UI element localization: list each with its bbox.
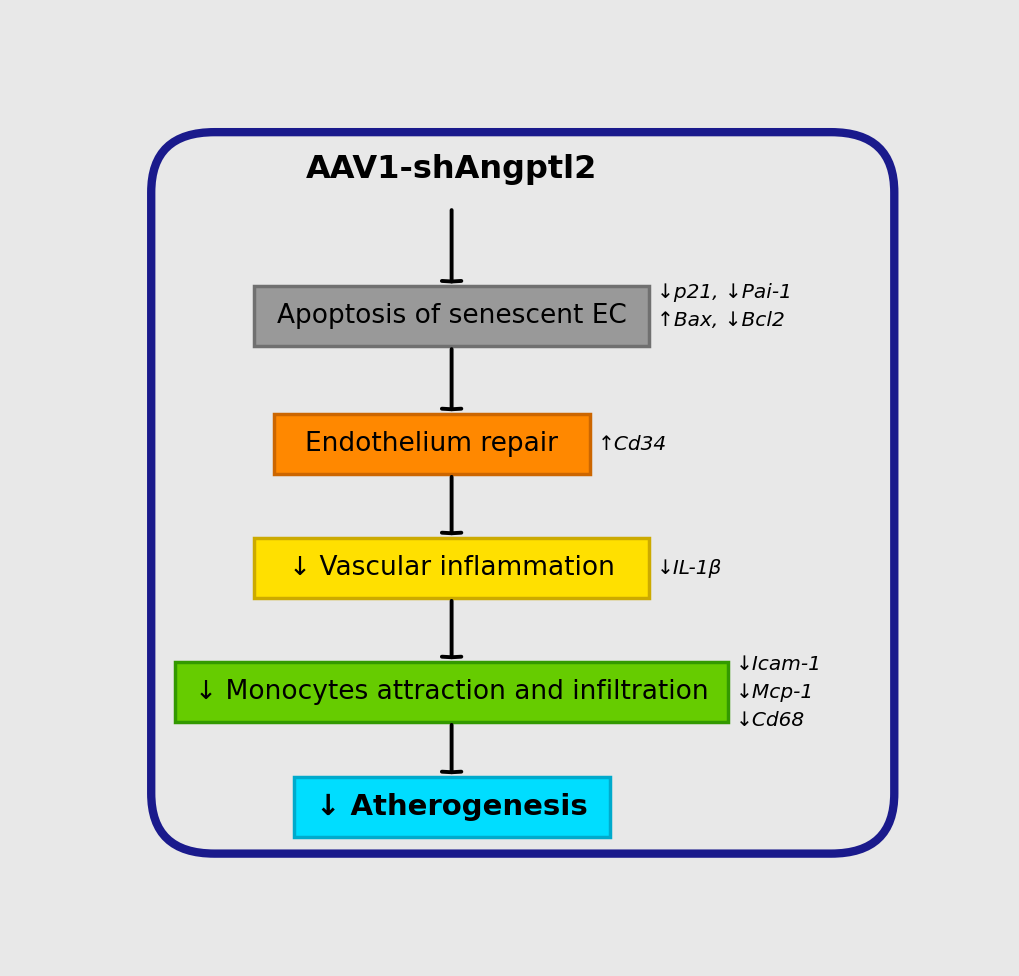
Text: ↓ Monocytes attraction and infiltration: ↓ Monocytes attraction and infiltration bbox=[195, 679, 708, 705]
Text: ↓ Vascular inflammation: ↓ Vascular inflammation bbox=[288, 555, 613, 581]
Text: ↓IL-1β: ↓IL-1β bbox=[656, 558, 721, 578]
Text: Endothelium repair: Endothelium repair bbox=[305, 431, 557, 457]
FancyBboxPatch shape bbox=[151, 132, 894, 854]
FancyBboxPatch shape bbox=[273, 414, 589, 474]
Text: ↓ Atherogenesis: ↓ Atherogenesis bbox=[316, 793, 587, 821]
FancyBboxPatch shape bbox=[293, 777, 609, 837]
FancyBboxPatch shape bbox=[254, 286, 649, 346]
Text: ↓Icam-1
↓Mcp-1
↓Cd68: ↓Icam-1 ↓Mcp-1 ↓Cd68 bbox=[736, 655, 821, 729]
Text: Apoptosis of senescent EC: Apoptosis of senescent EC bbox=[276, 304, 626, 329]
FancyBboxPatch shape bbox=[254, 538, 649, 598]
Text: ↓p21, ↓Pai-1
↑Bax, ↓Bcl2: ↓p21, ↓Pai-1 ↑Bax, ↓Bcl2 bbox=[656, 283, 791, 330]
Text: ↑Cd34: ↑Cd34 bbox=[597, 434, 666, 454]
FancyBboxPatch shape bbox=[175, 662, 728, 722]
Text: AAV1-shAngptl2: AAV1-shAngptl2 bbox=[306, 154, 597, 185]
